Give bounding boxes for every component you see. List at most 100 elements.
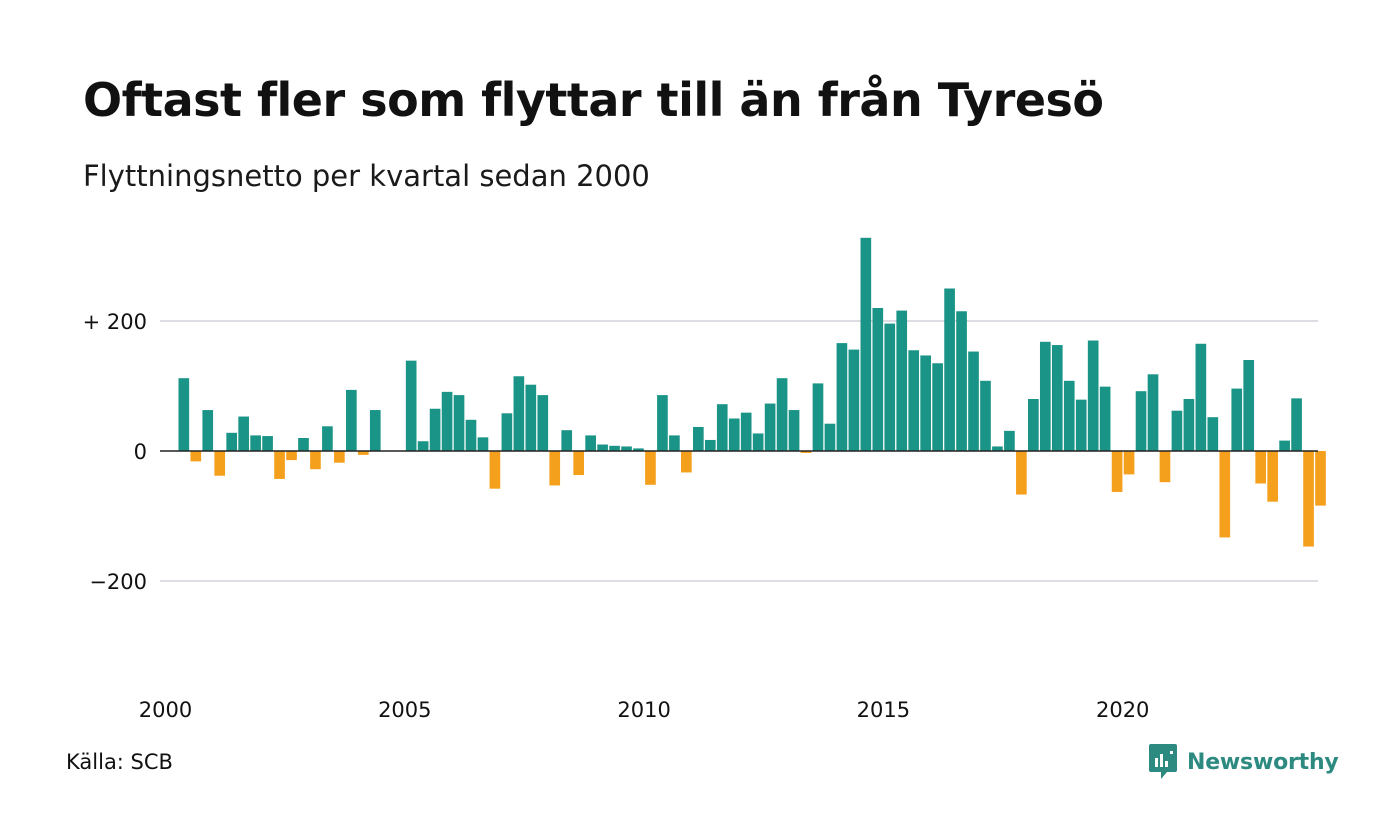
bar-2003-k1: 2003 K1: 38 <box>322 426 333 451</box>
bar-2016-k1: 2016 K1: 250 <box>944 288 955 451</box>
bar-2010-k3: 2010 K3: -33 <box>681 451 692 473</box>
bar-2021-k1: 2021 K1: 80 <box>1183 399 1195 451</box>
bar-2016-k4: 2016 K4: 108 <box>980 380 991 451</box>
bar-2000-k3: 2000 K3: 63 <box>202 410 214 451</box>
bar-2007-k2: 2007 K2: 102 <box>525 384 537 451</box>
bar-2012-k2: 2012 K2: 73 <box>764 403 776 451</box>
bar-2017-k3: 2017 K3: -67 <box>1016 451 1027 495</box>
bar-2003-k3: 2003 K3: 94 <box>346 389 357 451</box>
bar-2009-k1: 2009 K1: 8 <box>609 445 620 451</box>
bar-2005-k3: 2005 K3: 91 <box>441 391 453 451</box>
bar-2015-k4: 2015 K4: 135 <box>932 363 943 451</box>
chart-subtitle: Flyttningsnetto per kvartal sedan 2000 <box>83 159 650 193</box>
chart-title: Oftast fler som flyttar till än från Tyr… <box>83 73 1104 127</box>
bar-2010-k1: 2010 K1: 86 <box>657 395 668 451</box>
bar-2010-k2: 2010 K2: 24 <box>669 435 680 451</box>
bar-2001-k2: 2001 K2: 53 <box>238 416 249 451</box>
bar-2012-k4: 2012 K4: 63 <box>788 410 800 451</box>
bar-2001-k1: 2001 K1: 28 <box>226 432 238 451</box>
bar-2008-k4: 2008 K4: 10 <box>597 444 608 451</box>
bar-2014-k1: 2014 K1: 156 <box>848 349 860 451</box>
bar-2023-k4: 2023 K4: -84 <box>1315 451 1326 506</box>
bar-2023-k3: 2023 K3: -147 <box>1303 451 1314 547</box>
bar-2013-k2: 2013 K2: 104 <box>812 383 824 451</box>
bar-2015-k3: 2015 K3: 147 <box>920 355 931 451</box>
x-tick-label: 2020 <box>1096 698 1149 722</box>
bar-2011-k2: 2011 K2: 72 <box>716 404 728 451</box>
bar-2009-k2: 2009 K2: 7 <box>621 446 632 451</box>
x-tick-label: 2000 <box>139 698 192 722</box>
bar-2005-k2: 2005 K2: 65 <box>429 408 441 451</box>
bar-2008-k1: 2008 K1: 32 <box>561 430 573 451</box>
bar-2020-k3: 2020 K3: -48 <box>1159 451 1171 483</box>
bar-2006-k1: 2006 K1: 48 <box>465 419 477 451</box>
bar-2011-k1: 2011 K1: 17 <box>704 439 716 451</box>
bar-2006-k2: 2006 K2: 21 <box>477 437 489 451</box>
bar-2014-k3: 2014 K3: 220 <box>872 308 884 451</box>
bar-2022-k2: 2022 K2: 140 <box>1243 360 1255 451</box>
bar-2004-k4: 2004 K4: 139 <box>405 360 417 451</box>
grid-lines <box>160 320 1318 582</box>
bar-2019-k4: 2019 K4: -36 <box>1123 451 1135 475</box>
bar-2019-k2: 2019 K2: 99 <box>1099 386 1111 451</box>
bar-2016-k2: 2016 K2: 215 <box>956 311 967 451</box>
source-note: Källa: SCB <box>66 750 173 774</box>
bar-2017-k1: 2017 K1: 7 <box>992 446 1003 451</box>
bar-2006-k4: 2006 K4: 58 <box>501 413 513 451</box>
newsworthy-logo-icon <box>1149 744 1177 779</box>
bar-2005-k4: 2005 K4: 86 <box>453 395 465 451</box>
bar-2000-k1: 2000 K1: 112 <box>178 378 190 451</box>
x-axis-tick-labels: 2000 2005 2010 2015 2020 <box>139 698 1150 722</box>
bar-2001-k4: 2001 K4: 23 <box>262 436 273 451</box>
bar-2005-k1: 2005 K1: 15 <box>417 441 429 451</box>
bar-2019-k3: 2019 K3: -63 <box>1111 451 1123 492</box>
bar-2010-k4: 2010 K4: 37 <box>693 426 704 451</box>
bar-2018-k4: 2018 K4: 79 <box>1075 399 1087 451</box>
bar-2006-k3: 2006 K3: -58 <box>489 451 501 489</box>
bar-2015-k2: 2015 K2: 155 <box>908 350 920 451</box>
bar-2008-k2: 2008 K2: -37 <box>573 451 585 476</box>
bar-2007-k3: 2007 K3: 86 <box>537 395 549 451</box>
y-tick-label: + 200 <box>83 310 147 334</box>
x-tick-label: 2010 <box>617 698 670 722</box>
bar-2000-k2: 2000 K2: -16 <box>190 451 202 462</box>
bar-2012-k1: 2012 K1: 27 <box>752 433 764 451</box>
bar-2018-k1: 2018 K1: 168 <box>1039 341 1051 451</box>
bar-2021-k4: 2021 K4: -133 <box>1219 451 1231 538</box>
bar-2008-k3: 2008 K3: 24 <box>585 435 596 451</box>
brand-logo: Newsworthy <box>1148 742 1339 782</box>
bar-2007-k4: 2007 K4: -53 <box>549 451 561 486</box>
bar-2000-k4: 2000 K4: -38 <box>214 451 226 476</box>
bar-2021-k3: 2021 K3: 52 <box>1207 417 1219 451</box>
bar-2022-k4: 2022 K4: -78 <box>1267 451 1278 502</box>
bar-2022-k1: 2022 K1: 96 <box>1231 388 1243 451</box>
brand-name: Newsworthy <box>1187 749 1339 775</box>
bar-2020-k4: 2020 K4: 62 <box>1171 410 1183 451</box>
x-tick-label: 2005 <box>378 698 431 722</box>
bar-2023-k2: 2023 K2: 81 <box>1291 398 1302 451</box>
x-tick-label: 2015 <box>857 698 910 722</box>
bar-2014-k2: 2014 K2: 328 <box>860 237 872 451</box>
y-axis-tick-labels: + 200 0 −200 <box>83 310 147 594</box>
bar-2013-k4: 2013 K4: 166 <box>836 343 848 451</box>
bar-2019-k1: 2019 K1: 170 <box>1087 340 1099 451</box>
bar-2012-k3: 2012 K3: 112 <box>776 378 788 451</box>
bar-2003-k4: 2003 K4: -6 <box>357 451 369 455</box>
bar-2011-k3: 2011 K3: 50 <box>728 418 740 451</box>
bar-2017-k2: 2017 K2: 31 <box>1004 430 1015 451</box>
bar-2011-k4: 2011 K4: 59 <box>740 412 752 451</box>
bar-2021-k2: 2021 K2: 165 <box>1195 343 1207 451</box>
bar-2018-k2: 2018 K2: 163 <box>1051 345 1063 451</box>
bar-2020-k1: 2020 K1: 92 <box>1135 391 1147 451</box>
bar-2003-k2: 2003 K2: -18 <box>334 451 345 463</box>
bar-2013-k1: 2013 K1: -3 <box>800 451 812 453</box>
bar-2014-k4: 2014 K4: 196 <box>884 323 896 451</box>
bar-2009-k4: 2009 K4: -52 <box>645 451 656 485</box>
bar-2004-k1: 2004 K1: 63 <box>369 410 381 451</box>
bars: 2000 K1: 1122000 K2: -162000 K3: 632000 … <box>178 237 1326 547</box>
bar-2020-k2: 2020 K2: 118 <box>1147 374 1159 451</box>
